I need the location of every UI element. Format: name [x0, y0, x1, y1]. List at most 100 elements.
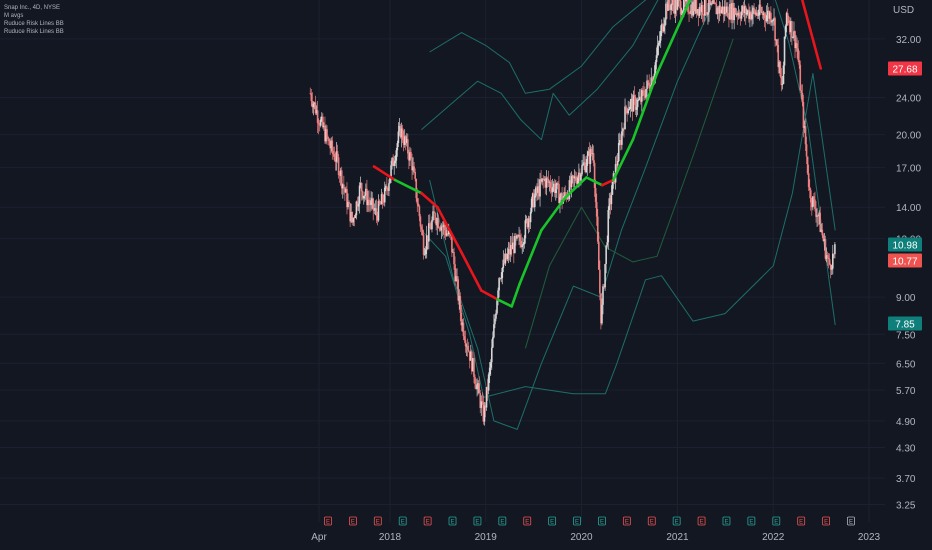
candle-body [509, 245, 512, 255]
candle-body [479, 393, 482, 408]
candle-body [672, 0, 675, 5]
candle-body [525, 219, 528, 221]
lower-band [421, 73, 836, 398]
candle-body [603, 286, 605, 288]
candle-body [623, 128, 625, 130]
y-tick-label: 20.00 [896, 131, 921, 142]
x-tick-label: 2023 [858, 532, 881, 543]
candle-body [828, 259, 831, 265]
legend-indicator: M avgs [4, 13, 24, 19]
earnings-marker-label: E [799, 520, 803, 526]
candle-body [595, 202, 598, 217]
candle-body [460, 312, 463, 326]
moving-average-segment [518, 228, 543, 286]
candle-body [714, 2, 717, 4]
candle-body [798, 60, 801, 65]
candle-body [708, 0, 710, 13]
earnings-marker-label: E [625, 520, 629, 526]
candle-body [743, 6, 746, 13]
candle-body [834, 244, 836, 255]
candle-body [435, 220, 437, 226]
earnings-marker [573, 516, 581, 526]
candle-body [772, 19, 774, 22]
moving-average-segment [393, 178, 423, 195]
candle-body [655, 55, 658, 63]
candle-body [482, 402, 485, 422]
candle-body [571, 175, 574, 177]
chart-legend: Snap Inc., 4D, NYSE M avgs Ruduce Risk L… [4, 4, 64, 36]
candle-body [777, 44, 780, 68]
candle-body [586, 155, 589, 166]
candle-body [345, 189, 347, 193]
candle-body [419, 216, 422, 227]
candle-body [375, 208, 378, 216]
candle-body [709, 0, 711, 5]
candle-body [502, 259, 505, 268]
candle-body [344, 188, 346, 193]
candle-body [400, 128, 403, 138]
candle-body [648, 82, 650, 89]
candle-body [755, 12, 758, 15]
candle-body [397, 131, 400, 144]
candle-body [753, 7, 755, 11]
candle-body [641, 90, 643, 102]
candle-body [340, 170, 343, 189]
candle-body [740, 11, 743, 19]
candle-body [367, 199, 369, 206]
candle-body [673, 4, 676, 14]
candle-body [346, 189, 348, 208]
candle-body [716, 7, 719, 15]
candle-body [752, 7, 754, 15]
candle-body [390, 165, 392, 178]
legend-indicator: Ruduce Risk Lines BB [4, 21, 64, 27]
candle-body [373, 209, 376, 211]
candle-body [757, 15, 760, 16]
inner-band [524, 38, 734, 349]
moving-average-segment [600, 178, 615, 187]
candle-body [660, 24, 663, 31]
candle-body [322, 116, 324, 128]
candle-body [573, 176, 576, 179]
candle-body [442, 224, 445, 228]
candle-body [505, 253, 508, 260]
candle-body [494, 318, 496, 325]
candle-body [711, 2, 713, 4]
candle-body [556, 182, 558, 190]
candle-body [386, 186, 388, 190]
candle-body [391, 158, 393, 166]
candle-body [718, 5, 721, 14]
candle-body [563, 192, 565, 199]
y-tick-label: 24.00 [896, 93, 921, 104]
candle-body [642, 90, 644, 91]
candle-body [671, 0, 674, 5]
candle-body [325, 129, 327, 142]
candle-body [594, 187, 597, 203]
candle-body [484, 405, 487, 408]
moving-average-segment [372, 165, 397, 182]
candle-body [501, 267, 504, 279]
candle-body [662, 24, 664, 32]
candle-body [472, 358, 474, 372]
candle-body [763, 13, 766, 19]
earnings-marker-label: E [351, 520, 355, 526]
candle-body [534, 195, 536, 208]
candle-body [431, 220, 433, 230]
candle-body [315, 110, 318, 114]
candle-body [486, 386, 489, 391]
candle-body [569, 180, 572, 188]
candle-body [731, 2, 733, 20]
candle-body [489, 362, 492, 368]
candle-body [319, 119, 322, 126]
candle-body [510, 245, 513, 250]
candle-body [504, 253, 507, 264]
candle-body [517, 235, 519, 237]
candle-body [773, 18, 775, 20]
candle-body [348, 202, 350, 204]
candle-body [833, 253, 835, 255]
candle-body [765, 15, 768, 22]
candle-body [381, 194, 384, 202]
candle-body [433, 211, 435, 213]
candle-body [629, 101, 632, 109]
candle-body [311, 101, 314, 108]
